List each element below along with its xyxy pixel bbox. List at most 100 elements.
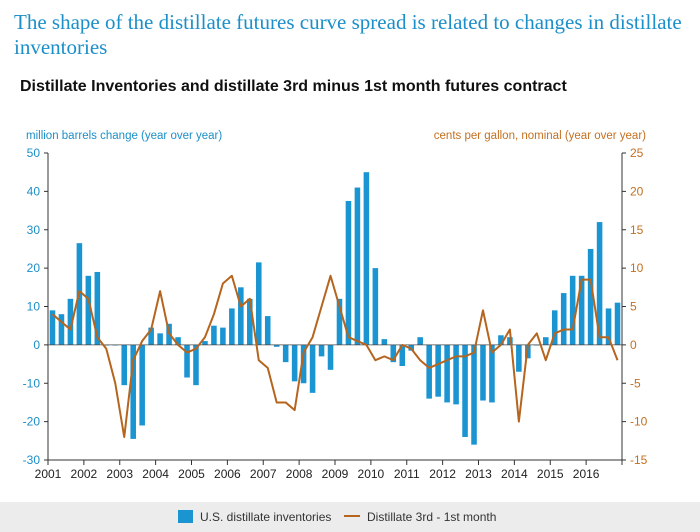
bar	[372, 268, 379, 345]
bar	[300, 344, 307, 384]
axes-layer	[44, 152, 626, 465]
y-tick-label: -20	[23, 415, 41, 429]
bar	[148, 327, 154, 345]
legend-line-swatch	[344, 515, 360, 517]
bar	[309, 344, 316, 393]
y-tick-label: 10	[27, 300, 41, 314]
bar	[238, 287, 244, 345]
x-tick-label: 2012	[429, 467, 456, 481]
right-axis-title: cents per gallon, nominal (year over yea…	[433, 130, 646, 142]
bar	[247, 298, 253, 345]
x-tick-label: 2005	[178, 467, 205, 481]
bars-layer	[49, 172, 621, 445]
bar	[587, 248, 594, 345]
y-tick-label: 0	[33, 338, 40, 352]
bar	[363, 172, 370, 345]
bar	[462, 344, 468, 437]
series-line-distillate-spread	[51, 274, 619, 438]
y-tick-label: 20	[27, 261, 41, 275]
bar	[139, 344, 145, 426]
y2-tick-label: 15	[630, 223, 644, 237]
bar	[560, 293, 567, 345]
bar	[435, 344, 441, 397]
bar	[578, 275, 585, 345]
left-axis-title: million barrels change (year over year)	[26, 130, 223, 142]
bar	[596, 222, 603, 345]
legend-item-inventories: U.S. distillate inventories	[178, 510, 331, 524]
x-tick-label: 2015	[537, 467, 564, 481]
bar	[453, 344, 459, 405]
y2-tick-label: -10	[630, 415, 648, 429]
bar	[220, 327, 226, 345]
slide-title: The shape of the distillate futures curv…	[14, 10, 682, 59]
x-tick-label: 2014	[501, 467, 528, 481]
bar	[444, 344, 450, 403]
y2-tick-label: 25	[630, 146, 644, 160]
bar	[85, 275, 92, 345]
bar	[121, 344, 128, 386]
y2-tick-label: 0	[630, 338, 637, 352]
legend-item-spread: Distillate 3rd - 1st month	[344, 510, 496, 524]
y2-tick-label: 20	[630, 184, 644, 198]
bar	[354, 187, 361, 345]
x-tick-label: 2008	[286, 467, 313, 481]
bar	[542, 337, 549, 345]
legend: U.S. distillate inventories Distillate 3…	[0, 502, 700, 532]
bar	[229, 308, 235, 345]
y2-tick-label: -15	[630, 453, 648, 467]
y2-tick-label: -5	[630, 376, 641, 390]
bar	[273, 344, 280, 347]
bar	[426, 344, 432, 399]
y-tick-label: -10	[23, 376, 41, 390]
bar	[605, 308, 612, 345]
x-tick-label: 2002	[71, 467, 98, 481]
y2-tick-label: 10	[630, 261, 644, 275]
bar	[184, 344, 190, 378]
bar	[175, 337, 181, 345]
x-tick-label: 2001	[35, 467, 62, 481]
bar	[291, 344, 298, 382]
bar	[417, 337, 423, 345]
y-tick-label: 50	[27, 146, 41, 160]
bar	[67, 298, 74, 345]
legend-label-spread: Distillate 3rd - 1st month	[367, 510, 497, 524]
bar	[318, 344, 325, 357]
chart-title: Distillate Inventories and distillate 3r…	[20, 78, 567, 95]
bar	[157, 333, 163, 345]
x-tick-label: 2004	[142, 467, 169, 481]
bar	[507, 337, 513, 345]
y-tick-label: 40	[27, 184, 41, 198]
x-tick-label: 2009	[322, 467, 349, 481]
bar	[130, 344, 136, 439]
bar	[327, 344, 334, 370]
x-tick-label: 2013	[465, 467, 492, 481]
bar	[58, 314, 65, 345]
bar	[480, 344, 486, 401]
legend-bar-swatch	[178, 510, 193, 523]
labels-layer: 50403020100-10-20-302520151050-5-10-1520…	[23, 146, 648, 481]
y2-tick-label: 5	[630, 300, 637, 314]
x-tick-label: 2007	[250, 467, 277, 481]
bar	[381, 339, 388, 345]
bar	[399, 344, 406, 366]
bar	[49, 310, 56, 345]
bar	[471, 344, 477, 445]
bar	[94, 271, 101, 345]
x-tick-label: 2011	[394, 467, 420, 481]
chart-plot: 50403020100-10-20-302520151050-5-10-1520…	[23, 146, 648, 481]
bar	[516, 344, 522, 372]
bar	[569, 275, 576, 345]
bar	[193, 344, 199, 386]
bar	[345, 200, 352, 345]
bar	[211, 325, 217, 345]
bar	[390, 344, 397, 363]
x-tick-label: 2006	[214, 467, 241, 481]
bar	[282, 344, 289, 363]
y-tick-label: 30	[27, 223, 41, 237]
bar	[489, 344, 495, 403]
bar	[336, 298, 343, 345]
line-layer	[51, 274, 619, 438]
bar	[498, 335, 504, 345]
legend-label-inventories: U.S. distillate inventories	[200, 510, 332, 524]
bar	[255, 262, 262, 345]
